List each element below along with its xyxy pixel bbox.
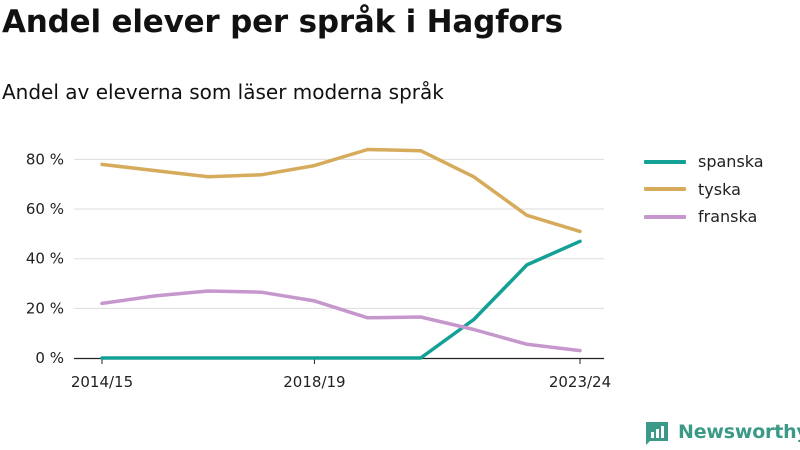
series-lines — [100, 147, 582, 360]
series-line-spanska — [100, 239, 582, 360]
legend-label: spanska — [698, 152, 764, 172]
brand-footer: Newsworthy — [644, 419, 800, 445]
legend-label: tyska — [698, 179, 741, 199]
legend-swatch — [644, 187, 686, 192]
x-axis: 2014/15 2018/19 2023/24 — [71, 357, 611, 391]
y-tick-label: 20 % — [26, 299, 64, 317]
series-line-franska — [100, 289, 582, 353]
legend-item-tyska: tyska — [644, 176, 764, 204]
gridlines — [74, 158, 604, 309]
y-tick-label: 80 % — [26, 150, 64, 168]
y-tick-label: 60 % — [26, 200, 64, 218]
series-line-tyska — [100, 147, 582, 234]
legend-item-franska: franska — [644, 203, 764, 231]
y-tick-label: 0 % — [35, 349, 64, 367]
legend-swatch — [644, 214, 686, 219]
brand-name: Newsworthy — [678, 421, 800, 443]
chart-title: Andel elever per språk i Hagfors — [2, 4, 563, 40]
y-tick-label: 40 % — [26, 250, 64, 268]
x-tick-label: 2023/24 — [549, 373, 611, 391]
legend-swatch — [644, 159, 686, 164]
legend-label: franska — [698, 207, 758, 227]
x-tick-label: 2014/15 — [71, 373, 133, 391]
legend: spanska tyska franska — [644, 148, 764, 231]
chart-subtitle: Andel av eleverna som läser moderna språ… — [2, 80, 444, 104]
y-axis: 0 % 20 % 40 % 60 % 80 % — [26, 150, 64, 367]
x-tick-label: 2018/19 — [283, 373, 345, 391]
legend-item-spanska: spanska — [644, 148, 764, 176]
newsworthy-logo-icon — [646, 422, 668, 445]
